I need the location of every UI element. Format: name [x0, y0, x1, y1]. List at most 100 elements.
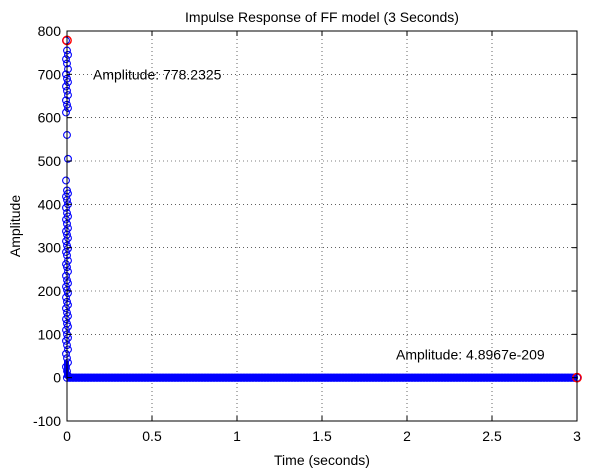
- y-tick-label-9: 800: [38, 23, 62, 39]
- tail-point: [461, 373, 471, 382]
- tail-point: [182, 373, 192, 382]
- tail-point: [356, 373, 366, 382]
- tail-point: [401, 373, 411, 382]
- tail-point: [269, 373, 279, 382]
- grid-lines: [67, 31, 577, 421]
- tail-point: [227, 373, 237, 382]
- tail-point: [263, 373, 273, 382]
- data-point: [62, 271, 70, 280]
- data-point: [64, 371, 72, 380]
- tail-point: [155, 373, 165, 382]
- data-point: [64, 65, 72, 74]
- tail-point: [248, 373, 258, 382]
- tail-point: [539, 373, 549, 382]
- tail-point: [332, 373, 342, 382]
- tail-point: [266, 373, 276, 382]
- data-point: [62, 96, 70, 105]
- tail-point: [377, 373, 387, 382]
- tail-point: [437, 373, 447, 382]
- data-point: [64, 78, 72, 87]
- tail-point: [152, 373, 162, 382]
- tail-point: [197, 373, 207, 382]
- data-point: [64, 104, 72, 113]
- tail-point: [323, 373, 333, 382]
- tail-point: [464, 373, 474, 382]
- tail-point: [518, 373, 528, 382]
- tail-point: [350, 373, 360, 382]
- tail-point: [545, 373, 555, 382]
- tail-point: [242, 373, 252, 382]
- tail-point: [203, 373, 213, 382]
- data-point: [62, 203, 70, 212]
- tail-point: [491, 373, 501, 382]
- tail-point: [305, 373, 315, 382]
- x-tick-labels: 0 0.5 1 1.5 2 2.5 3: [63, 428, 581, 444]
- tail-point: [380, 373, 390, 382]
- tail-point: [107, 373, 117, 382]
- data-point: [62, 336, 70, 345]
- tail-point: [251, 373, 261, 382]
- data-point: [64, 358, 72, 367]
- tail-point: [392, 373, 402, 382]
- tail-point: [179, 373, 189, 382]
- tail-point: [338, 373, 348, 382]
- tail-point: [239, 373, 249, 382]
- tail-point: [131, 373, 141, 382]
- data-point: [62, 176, 70, 185]
- tail-point: [194, 373, 204, 382]
- data-point: [62, 315, 70, 324]
- tail-point: [209, 373, 219, 382]
- tail-point: [467, 373, 477, 382]
- tail-point: [542, 373, 552, 382]
- tail-point: [563, 373, 573, 382]
- annotations: Amplitude: 778.2325 Amplitude: 4.8967e-20…: [93, 66, 545, 362]
- x-tick-label-3: 1.5: [312, 428, 332, 444]
- tail-point: [173, 373, 183, 382]
- tail-point: [485, 373, 495, 382]
- tail-point: [359, 373, 369, 382]
- tail-point: [278, 373, 288, 382]
- tail-point: [215, 373, 225, 382]
- tail-point: [422, 373, 432, 382]
- y-tick-label-3: 200: [38, 283, 62, 299]
- tail-point: [503, 373, 513, 382]
- tail-point: [191, 373, 201, 382]
- tail-point: [389, 373, 399, 382]
- tail-point: [77, 373, 87, 382]
- tail-point: [416, 373, 426, 382]
- tail-point: [212, 373, 222, 382]
- data-point: [62, 326, 70, 334]
- tail-point: [104, 373, 114, 382]
- data-point: [62, 82, 70, 91]
- y-axis-title: Amplitude: [7, 195, 23, 257]
- data-point: [62, 362, 70, 371]
- tail-point: [488, 373, 498, 382]
- tail-point: [254, 373, 264, 382]
- x-axis-title: Time (seconds): [274, 452, 370, 468]
- tail-band-fill: [67, 373, 577, 382]
- tail-point: [371, 373, 381, 382]
- tail-point: [365, 373, 375, 382]
- x-tick-label-1: 0.5: [142, 428, 162, 444]
- tail-point: [206, 373, 216, 382]
- tail-point: [473, 373, 483, 382]
- tail-point: [368, 373, 378, 382]
- tail-point: [296, 373, 306, 382]
- tail-point: [476, 373, 486, 382]
- tail-point: [434, 373, 444, 382]
- annotation-label-0: Amplitude: 778.2325: [93, 66, 222, 82]
- y-tick-label-8: 700: [38, 66, 62, 82]
- tail-point: [116, 373, 126, 382]
- tail-point: [95, 373, 105, 382]
- tail-point: [317, 373, 327, 382]
- tail-point: [110, 373, 120, 382]
- tail-point: [185, 373, 195, 382]
- tail-point: [137, 373, 147, 382]
- tail-point: [527, 373, 537, 382]
- tail-point: [326, 373, 336, 382]
- tail-point: [236, 373, 246, 382]
- tail-point: [521, 373, 531, 382]
- tail-point: [146, 373, 156, 382]
- tail-point: [557, 373, 567, 382]
- data-point: [62, 304, 70, 313]
